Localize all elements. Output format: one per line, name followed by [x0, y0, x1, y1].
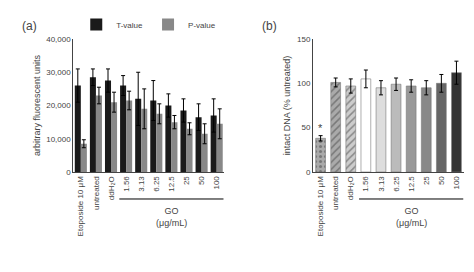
svg-text:untreated: untreated: [92, 176, 101, 210]
svg-text:100: 100: [297, 79, 311, 88]
svg-text:50: 50: [197, 176, 206, 185]
svg-text:100: 100: [452, 176, 461, 190]
svg-text:Etoposide 10 μM: Etoposide 10 μM: [76, 176, 85, 237]
svg-text:(a): (a): [22, 19, 37, 33]
svg-text:25: 25: [422, 176, 431, 185]
svg-text:P-value: P-value: [188, 21, 216, 30]
svg-text:100: 100: [212, 176, 221, 190]
svg-text:150: 150: [297, 35, 311, 44]
svg-text:ddH₂O: ddH₂O: [346, 176, 355, 200]
svg-text:20,000: 20,000: [46, 101, 71, 110]
svg-text:0: 0: [306, 168, 311, 177]
svg-text:0: 0: [66, 168, 71, 177]
svg-text:40,000: 40,000: [46, 35, 71, 44]
svg-text:3.13: 3.13: [137, 176, 146, 192]
svg-text:30,000: 30,000: [46, 68, 71, 77]
svg-text:arbitrary fluorescent units: arbitrary fluorescent units: [32, 54, 42, 156]
svg-text:*: *: [318, 122, 323, 134]
svg-text:ddH₂O: ddH₂O: [107, 176, 116, 200]
svg-text:1.56: 1.56: [122, 176, 131, 192]
svg-text:50: 50: [302, 123, 311, 132]
svg-text:Etoposide 10 μM: Etoposide 10 μM: [316, 176, 325, 237]
svg-text:GO(μg/mL): GO(μg/mL): [396, 206, 427, 228]
svg-text:untreated: untreated: [331, 176, 340, 210]
svg-text:3.13: 3.13: [377, 176, 386, 192]
svg-text:intact DNA (% untreated): intact DNA (% untreated): [282, 56, 292, 156]
svg-text:GO(μg/mL): GO(μg/mL): [156, 206, 187, 228]
svg-text:(b): (b): [262, 19, 277, 33]
svg-text:12.5: 12.5: [407, 176, 416, 192]
svg-text:25: 25: [182, 176, 191, 185]
svg-text:6.25: 6.25: [392, 176, 401, 192]
svg-text:50: 50: [437, 176, 446, 185]
svg-text:10,000: 10,000: [46, 135, 71, 144]
svg-text:T-value: T-value: [116, 21, 143, 30]
svg-text:6.25: 6.25: [152, 176, 161, 192]
svg-text:12.5: 12.5: [167, 176, 176, 192]
svg-text:1.56: 1.56: [361, 176, 370, 192]
